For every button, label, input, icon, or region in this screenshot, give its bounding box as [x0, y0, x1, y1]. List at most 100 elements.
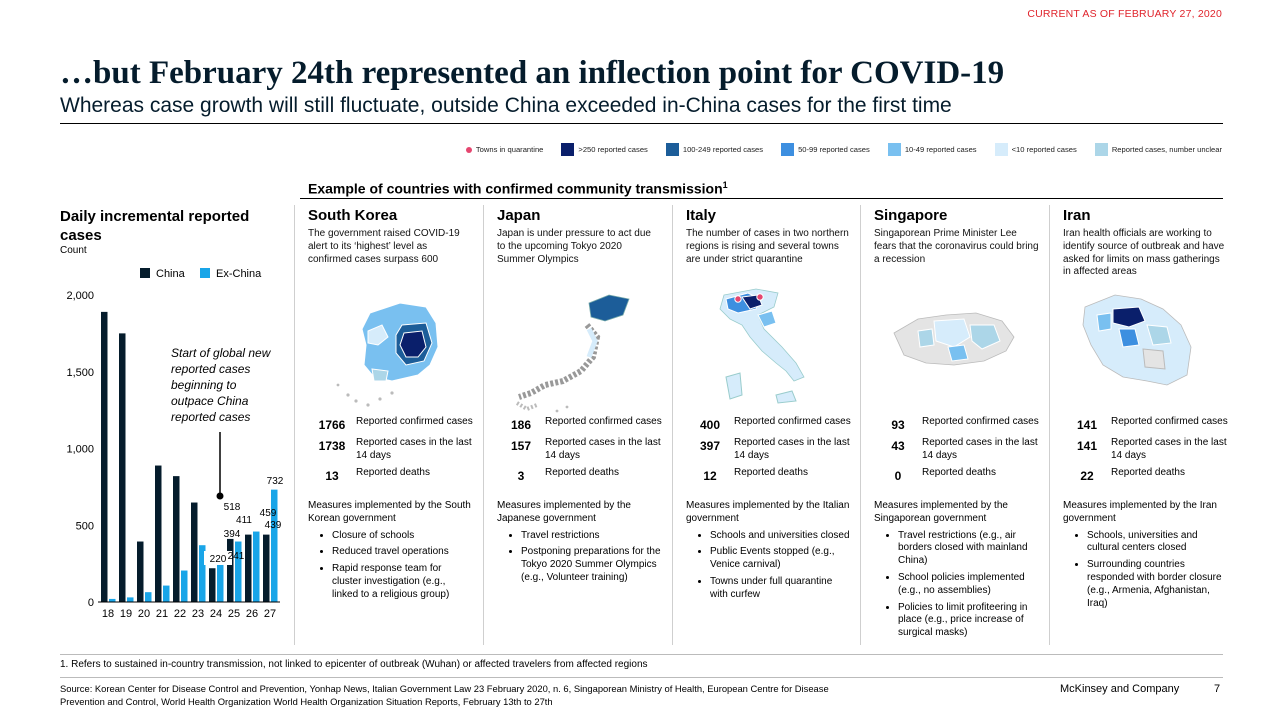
- country-description: Iran health officials are working to ide…: [1063, 228, 1225, 278]
- section-title-footnote-marker: 1: [722, 180, 728, 190]
- bar-china-21: [155, 465, 162, 602]
- stat-row: 12 Reported deaths: [686, 466, 851, 483]
- measures-title: Measures implemented by the South Korean…: [308, 500, 471, 524]
- country-measures: Measures implemented by the Japanese gov…: [497, 500, 662, 589]
- stat-row: 1766 Reported confirmed cases: [308, 415, 473, 432]
- chart-annotation-line: outpace China: [171, 394, 249, 408]
- legend-label: 50-99 reported cases: [798, 145, 870, 154]
- bar-ex-china-24: [217, 565, 224, 602]
- legend-label: 100-249 reported cases: [682, 145, 764, 154]
- stat-row: 157 Reported cases in the last 14 days: [497, 436, 662, 462]
- stat-label: Reported confirmed cases: [922, 416, 1039, 427]
- country-description: The number of cases in two northern regi…: [686, 228, 849, 265]
- page-subtitle: Whereas case growth will still fluctuate…: [60, 94, 952, 117]
- stat-value: 13: [325, 469, 339, 483]
- stat-label: Reported deaths: [1111, 467, 1185, 478]
- country-description: Japan is under pressure to act due to th…: [497, 228, 651, 265]
- company-name: McKinsey and Company: [1060, 683, 1180, 695]
- legend-label: Towns in quarantine: [475, 145, 544, 154]
- data-label: 241: [228, 551, 245, 562]
- stat-row: 1738 Reported cases in the last 14 days: [308, 436, 473, 462]
- bar-ex-china-25: [235, 541, 242, 602]
- chart-annotation-line: reported cases: [171, 410, 250, 424]
- source-text: Source: Korean Center for Disease Contro…: [60, 683, 829, 707]
- stat-value: 3: [517, 469, 525, 483]
- bar-china-22: [173, 476, 180, 602]
- bar-ex-china-20: [145, 592, 152, 602]
- chart-annotation-line: reported cases: [171, 362, 250, 376]
- measure-item: Public Events stopped (e.g., Venice carn…: [710, 546, 851, 572]
- column-divider: [1049, 205, 1050, 645]
- annotation-pointer-dot: [216, 492, 224, 500]
- y-tick-label: 1,000: [66, 444, 94, 456]
- footnote-divider: [60, 654, 1223, 655]
- stat-value: 22: [1080, 469, 1094, 483]
- stat-value: 93: [891, 418, 905, 432]
- bar-china-18: [101, 311, 108, 602]
- stat-value: 141: [1076, 418, 1098, 432]
- stat-label: Reported cases in the last 14 days: [1111, 437, 1227, 461]
- stat-value: 43: [891, 439, 905, 453]
- legend-swatch: [994, 143, 1008, 156]
- x-tick-label: 24: [210, 608, 222, 620]
- legend-item: >250 reported cases: [561, 143, 648, 156]
- chart-title: Daily incremental reported cases: [60, 208, 250, 244]
- footnote: 1. Refers to sustained in-country transm…: [60, 659, 648, 670]
- x-tick-label: 25: [228, 608, 240, 620]
- country-map: [308, 285, 468, 420]
- chart-annotation-line: Start of global new: [171, 346, 272, 360]
- legend-label: >250 reported cases: [578, 145, 648, 154]
- chart-legend-swatch: [140, 268, 150, 278]
- country-description: The government raised COVID-19 alert to …: [308, 228, 460, 265]
- bar-china-27: [263, 534, 270, 602]
- singapore-map: [893, 312, 1015, 366]
- legend-item: 10-49 reported cases: [887, 143, 977, 156]
- country-column-japan: Japan Japan is under pressure to act due …: [497, 207, 662, 583]
- bar-ex-china-19: [127, 597, 134, 602]
- stat-row: 22 Reported deaths: [1063, 466, 1228, 483]
- x-tick-label: 21: [156, 608, 168, 620]
- stat-label: Reported confirmed cases: [1111, 416, 1228, 427]
- stat-value: 397: [699, 439, 721, 453]
- bar-ex-china-27: [271, 489, 278, 602]
- legend-item: <10 reported cases: [994, 143, 1077, 156]
- country-stats: 93 Reported confirmed cases 43 Reported cas…: [874, 415, 1039, 487]
- country-measures: Measures implemented by the Italian gove…: [686, 500, 851, 606]
- data-label: 220: [210, 554, 227, 565]
- y-tick-label: 0: [88, 597, 94, 609]
- chart-annotation-line: beginning to: [171, 378, 237, 392]
- legend-label: <10 reported cases: [1011, 145, 1077, 154]
- section-title-text: Example of countries with confirmed comm…: [308, 180, 723, 197]
- legend-label: 10-49 reported cases: [904, 145, 977, 154]
- stat-value: 400: [699, 418, 721, 432]
- country-measures: Measures implemented by the Singaporean …: [874, 500, 1039, 644]
- measures-title: Measures implemented by the Japanese gov…: [497, 500, 631, 524]
- legend-swatch: [561, 143, 575, 156]
- country-map: [1063, 285, 1223, 420]
- stat-label: Reported deaths: [922, 467, 996, 478]
- country-map: [874, 285, 1034, 420]
- stat-row: 43 Reported cases in the last 14 days: [874, 436, 1039, 462]
- legend-item: Reported cases, number unclear: [1094, 143, 1222, 156]
- column-divider: [483, 205, 484, 645]
- chart-y-axis-label: Count: [60, 245, 87, 256]
- stat-label: Reported deaths: [356, 467, 430, 478]
- measure-item: Closure of schools: [332, 530, 473, 543]
- measure-item: Surrounding countries responded with bor…: [1087, 559, 1228, 610]
- stat-value: 1766: [318, 418, 346, 432]
- south-korea-map: [336, 302, 439, 407]
- stat-label: Reported deaths: [734, 467, 808, 478]
- country-stats: 1766 Reported confirmed cases 1738 Reported…: [308, 415, 473, 487]
- data-label: 411: [236, 515, 252, 526]
- country-name: South Korea: [308, 207, 398, 224]
- bar-ex-china-18: [109, 598, 116, 602]
- country-name: Italy: [686, 207, 717, 224]
- country-stats: 186 Reported confirmed cases 157 Reported c…: [497, 415, 662, 487]
- country-name: Japan: [497, 207, 541, 224]
- stat-value: 157: [510, 439, 532, 453]
- bar-ex-china-21: [163, 585, 170, 602]
- country-stats: 141 Reported confirmed cases 141 Reported c…: [1063, 415, 1228, 487]
- stat-label: Reported cases in the last 14 days: [734, 437, 850, 461]
- legend-swatch: [887, 143, 901, 156]
- stat-value: 186: [510, 418, 532, 432]
